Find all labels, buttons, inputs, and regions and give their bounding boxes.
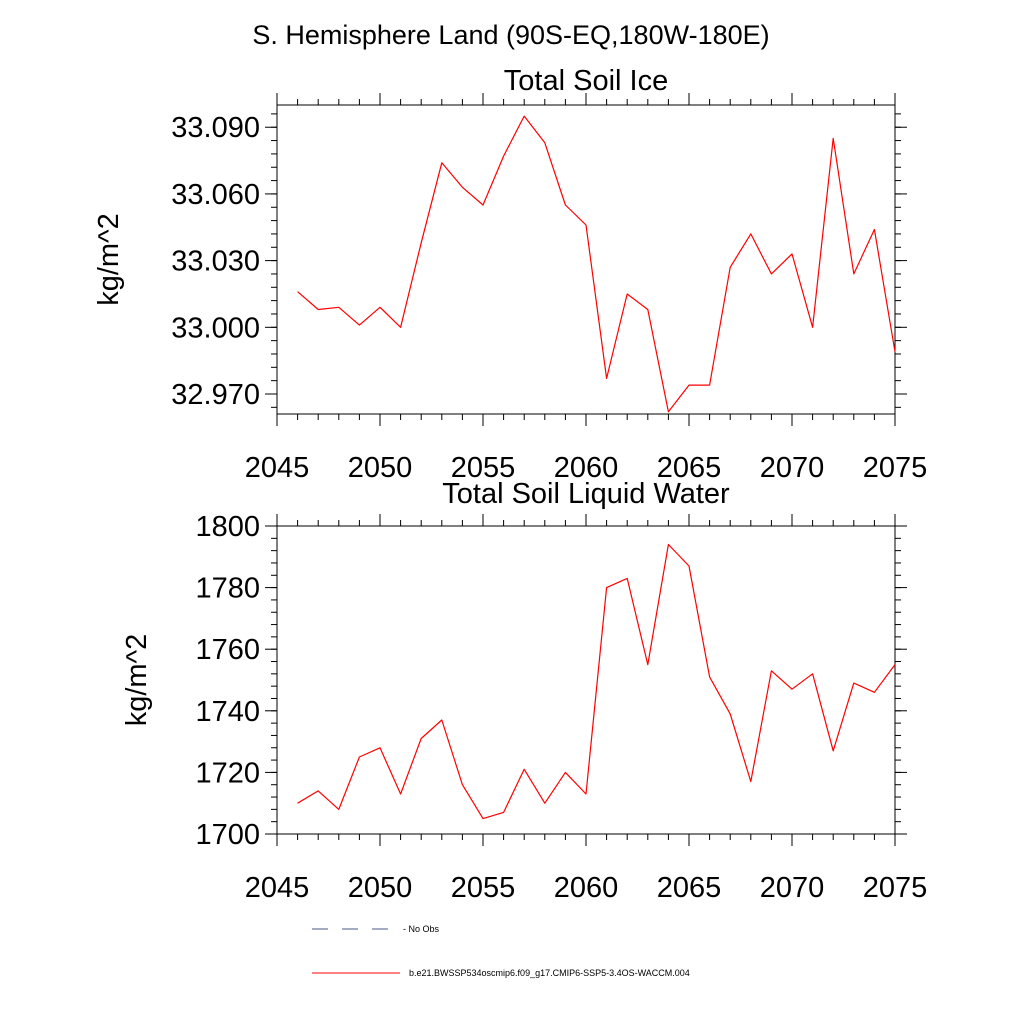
panel-title: Total Soil Liquid Water [442, 478, 730, 510]
x-tick-label: 2060 [554, 452, 619, 484]
x-tick-label: 2050 [348, 872, 413, 904]
plot-frame [276, 525, 896, 835]
legend-label: - No Obs [403, 924, 440, 934]
x-tick-label: 2075 [863, 452, 928, 484]
x-tick-label: 2055 [451, 452, 516, 484]
figure-suptitle: S. Hemisphere Land (90S-EQ,180W-180E) [252, 20, 769, 50]
x-tick-label: 2075 [863, 872, 928, 904]
series-line [297, 543, 896, 820]
y-axis-label: kg/m^2 [93, 213, 125, 306]
y-tick-label: 1800 [195, 511, 260, 543]
y-tick-label: 33.090 [171, 112, 260, 144]
y-tick-label: 33.030 [171, 246, 260, 278]
panel-title: Total Soil Ice [504, 65, 668, 97]
x-tick-label: 2070 [760, 872, 825, 904]
x-tick-label: 2050 [348, 452, 413, 484]
x-tick-label: 2065 [657, 452, 722, 484]
series-line [297, 115, 896, 413]
y-tick-label: 1780 [195, 573, 260, 605]
y-tick-label: 1700 [195, 819, 260, 851]
y-axis-label: kg/m^2 [121, 634, 153, 727]
panel-total-soil-liquid-water: Total Soil Liquid Water kg/m^2 2045 2050 205… [121, 478, 927, 904]
y-tick-label: 33.000 [171, 312, 260, 344]
y-tick-label: 32.970 [171, 379, 260, 411]
x-tick-label: 2045 [245, 452, 310, 484]
legend: - No Obs b.e21.BWSSP534oscmip6.f09_g17.CM… [312, 924, 690, 978]
legend-label: b.e21.BWSSP534oscmip6.f09_g17.CMIP6-SSP5… [409, 968, 690, 978]
plot-frame [276, 104, 896, 415]
y-tick-label: 1760 [195, 634, 260, 666]
y-tick-label: 1740 [195, 696, 260, 728]
x-tick-label: 2060 [554, 872, 619, 904]
x-tick-label: 2055 [451, 872, 516, 904]
y-tick-label: 33.060 [171, 179, 260, 211]
panel-total-soil-ice: Total Soil Ice kg/m^2 2045 2050 2055 2060 2065… [93, 65, 927, 484]
x-tick-label: 2070 [760, 452, 825, 484]
x-tick-label: 2045 [245, 872, 310, 904]
x-tick-label: 2065 [657, 872, 722, 904]
y-tick-label: 1720 [195, 757, 260, 789]
